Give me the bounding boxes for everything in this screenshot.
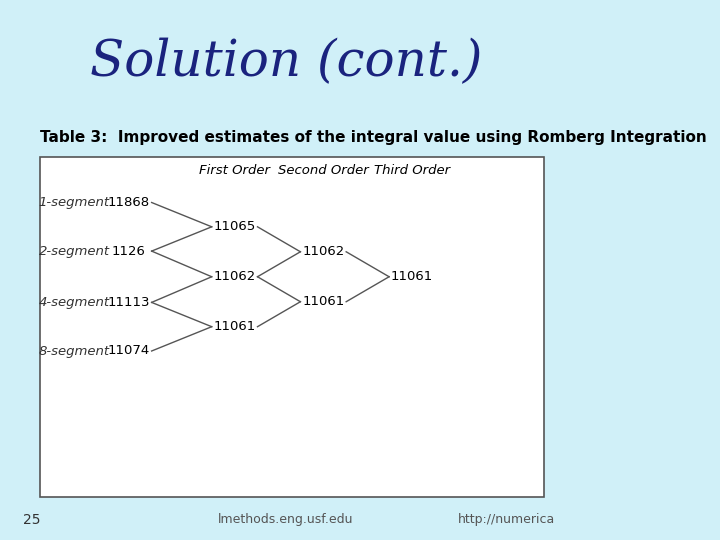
Text: 1126: 1126 [112,245,145,258]
Text: Third Order: Third Order [374,164,450,177]
Text: lmethods.eng.usf.edu: lmethods.eng.usf.edu [218,514,354,526]
Text: 25: 25 [23,512,40,526]
Text: 11062: 11062 [213,270,256,284]
Text: 8-segment: 8-segment [39,345,110,357]
FancyBboxPatch shape [40,157,544,497]
Text: 1-segment: 1-segment [39,196,110,209]
Text: 11868: 11868 [108,196,150,209]
Text: 11074: 11074 [107,345,150,357]
Text: 11061: 11061 [391,270,433,284]
Text: 11062: 11062 [302,245,344,258]
Text: Solution (cont.): Solution (cont.) [90,38,482,87]
Text: First Order: First Order [199,164,270,177]
Text: 11113: 11113 [107,296,150,309]
Text: 2-segment: 2-segment [39,245,110,258]
Text: 11065: 11065 [213,220,256,233]
Text: 11061: 11061 [302,295,344,308]
Text: 11061: 11061 [213,320,256,333]
Text: http://numerica: http://numerica [458,514,555,526]
Text: Second Order: Second Order [278,164,369,177]
Text: 4-segment: 4-segment [39,296,110,309]
Text: Table 3:  Improved estimates of the integral value using Romberg Integration: Table 3: Improved estimates of the integ… [40,130,707,145]
